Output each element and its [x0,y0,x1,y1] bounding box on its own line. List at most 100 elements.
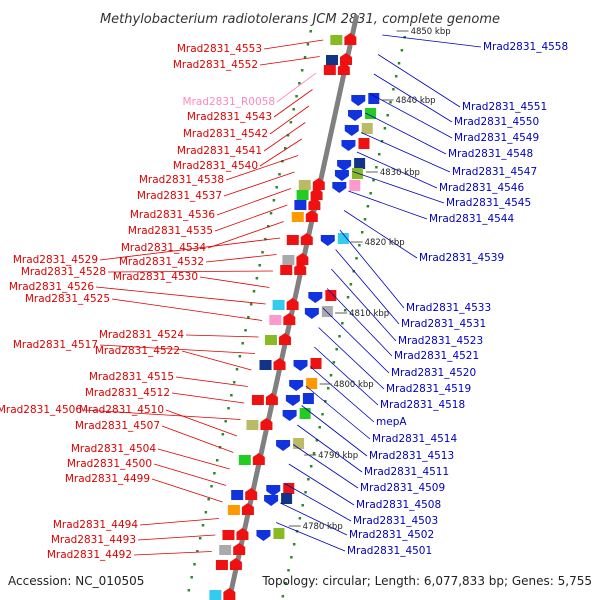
tick-dot [266,225,270,228]
gene-block [293,438,305,449]
tick-dot [363,218,367,221]
leader-line [263,122,306,152]
gene-arrow [320,235,335,246]
left-gene-label: Mrad2831_4538 [139,174,224,186]
gene-block [365,108,377,119]
leader-line [305,385,371,440]
tick-dot [292,108,295,111]
left-gene-label: Mrad2831_4507 [75,420,160,432]
gene-block [246,420,259,430]
leader-line [352,171,445,204]
gene-arrow [348,110,363,121]
left-gene-label: Mrad2831_4493 [51,534,136,546]
tick-dot [332,361,336,364]
tick-dot [289,121,293,124]
tick-dot [210,485,213,488]
tick-dot [335,348,338,351]
leader-line [365,112,447,155]
tick-dot [372,179,375,182]
leader-line [335,249,400,325]
tick-dot [261,251,264,254]
gene-arrow [310,188,323,200]
tick-dot [224,420,227,423]
gene-block [306,378,318,389]
right-gene-label: Mrad2831_4519 [386,383,471,395]
gene-arrow [282,410,297,421]
leader-line [301,405,368,457]
gene-block [280,265,293,275]
tick-dot [349,283,353,286]
tick-dot [304,491,307,494]
left-gene-label: Mrad2831_4512 [85,387,170,399]
gene-block [321,306,333,317]
leader-line [275,522,346,552]
right-gene-label: Mrad2831_4545 [446,197,531,209]
leader-line [157,448,230,470]
gene-block [227,505,240,515]
accession-text: Accession: NC_010505 [8,574,144,588]
tick-dot [318,426,321,429]
label-leader-lines [83,34,482,556]
gene-block [330,35,343,45]
left-gene-label: Mrad2831_4526 [9,281,94,293]
left-gene-label: Mrad2831_4530 [113,271,198,283]
tick-dot [278,173,281,176]
tick-dot [190,576,193,579]
gene-block [302,393,314,404]
gene-arrow [293,360,308,371]
gene-arrow [294,263,307,275]
right-gene-label: Mrad2831_4503 [353,515,438,527]
tick-dot [193,563,196,566]
tick-dot [281,595,285,598]
leader-line [153,463,227,486]
tick-dot [258,264,261,267]
gene-arrow [241,503,254,515]
left-gene-label: Mrad2831_4534 [121,242,206,254]
left-gene-label: Mrad2831_4500 [67,458,152,470]
leader-line [259,56,320,66]
right-gene-label: Mrad2831_4546 [439,182,524,194]
tick-dot [369,192,372,195]
right-gene-label: Mrad2831_4549 [454,132,539,144]
tick-dot [284,582,287,585]
gene-block [283,483,295,494]
leader-line [107,270,273,273]
left-gene-label: Mrad2831_4510 [79,404,164,416]
leader-line [276,72,317,103]
left-gene-label: Mrad2831_4522 [95,345,180,357]
left-gene-label: Mrad2831_4542 [183,128,268,140]
right-gene-label: Mrad2831_4509 [360,482,445,494]
kbp-label: 4840 kbp [396,96,436,106]
gene-arrow [245,488,258,500]
tick-dot [403,36,406,39]
tick-dot [355,257,358,260]
gene-arrow [289,380,304,391]
leader-line [259,138,302,167]
tick-dot [397,62,401,65]
right-gene-label: Mrad2831_4548 [448,148,533,160]
tick-dot [377,153,381,156]
leader-line [205,254,277,263]
kbp-label: 4830 kbp [380,168,420,178]
gene-block [291,212,304,222]
gene-arrow [304,308,319,319]
tick-dot [309,465,313,468]
left-gene-label: Mrad2831_R0058 [183,96,275,108]
right-gene-label: Mrad2831_4520 [391,367,476,379]
leader-line [326,288,393,357]
right-gene-label: Mrad2831_4550 [454,116,539,128]
tick-dot [326,387,330,390]
gene-block [296,190,309,200]
tick-dot [283,147,287,150]
gene-block [298,180,311,190]
gene-arrow [229,558,242,570]
tick-dot [389,101,392,104]
right-gene-label: Mrad2831_4514 [372,433,457,445]
leader-line [223,171,295,197]
tick-dot [252,290,256,293]
right-gene-label: Mrad2831_4551 [462,101,547,113]
tick-dot [272,199,276,202]
right-gene-label: Mrad2831_4511 [364,466,449,478]
gene-arrow [264,495,279,506]
gene-arrow [252,453,265,465]
